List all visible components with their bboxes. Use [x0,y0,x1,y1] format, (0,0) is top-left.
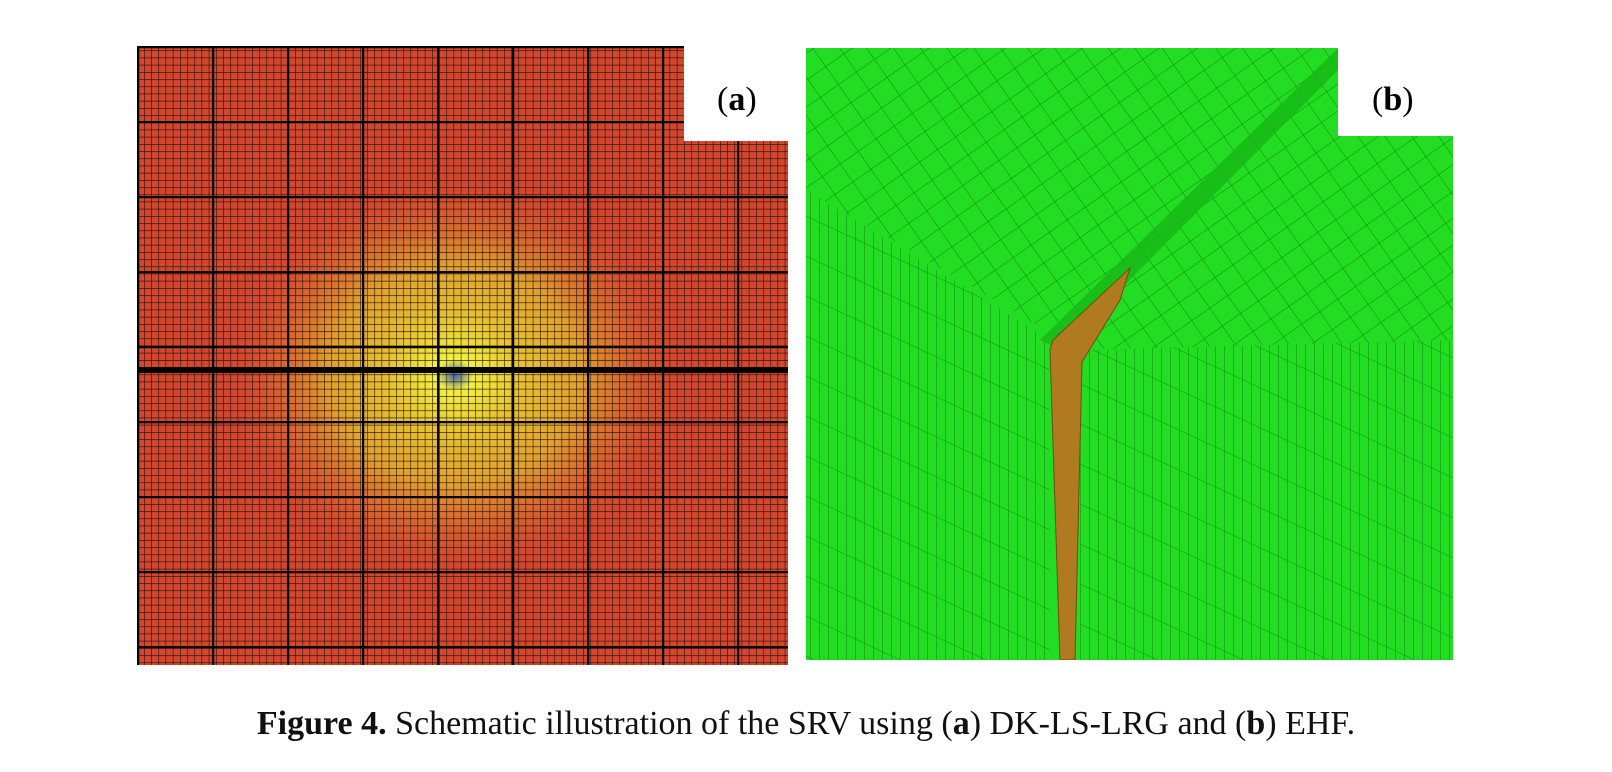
text: ) EHF. [1265,705,1356,742]
text: b [1246,705,1266,742]
caption-label: Figure 4. [256,705,387,742]
panel-a-image [137,46,788,665]
caption: Figure 4. Schematic illustration of the … [0,705,1612,743]
text: a [728,81,745,118]
text: Schematic illustration of the SRV using … [395,705,953,742]
panel-label: (b) [1372,81,1414,118]
text: a [952,705,970,742]
text: ) [745,81,756,118]
text: ( [717,81,728,118]
text: ( [1372,81,1383,118]
text: ) DK-LS-LRG and ( [969,705,1247,742]
text: b [1383,81,1402,118]
text: ) [1402,81,1413,118]
panel-label: (a) [717,81,757,118]
figure: (a) (b) [137,46,1453,665]
panel-b-image [806,48,1453,660]
